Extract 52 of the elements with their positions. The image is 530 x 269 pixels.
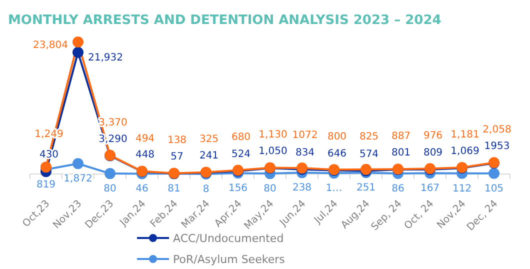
data-label: 8 bbox=[202, 184, 210, 195]
data-label: 680 bbox=[231, 132, 251, 144]
data-label: 251 bbox=[356, 182, 376, 194]
legend-label: PoR/Asylum Seekers bbox=[173, 253, 286, 266]
data-label: 2,058 bbox=[482, 124, 512, 136]
data-label: 1… bbox=[326, 183, 342, 194]
data-label: 1953 bbox=[484, 141, 510, 152]
data-label: 325 bbox=[199, 134, 219, 146]
data-label: 448 bbox=[135, 150, 155, 161]
x-tick-label: Sep, 24 bbox=[370, 198, 404, 233]
data-label: 524 bbox=[231, 149, 251, 160]
data-label: 976 bbox=[423, 130, 443, 142]
x-tick-label: Dec, 24 bbox=[465, 198, 500, 234]
data-label: 1,069 bbox=[450, 146, 480, 158]
data-label: 241 bbox=[199, 150, 219, 162]
data-label: 825 bbox=[359, 131, 379, 142]
point bbox=[72, 46, 84, 58]
data-label: 1,130 bbox=[258, 130, 288, 141]
legend-label: ACC/Undocumented bbox=[173, 232, 284, 245]
point bbox=[72, 36, 84, 48]
data-label: 57 bbox=[170, 152, 184, 163]
data-label: 1072 bbox=[292, 130, 318, 142]
data-label: 1,050 bbox=[258, 146, 288, 158]
data-label: 801 bbox=[391, 148, 411, 159]
data-label: 819 bbox=[36, 179, 56, 190]
data-label: 167 bbox=[420, 183, 440, 194]
data-label: 1,872 bbox=[64, 174, 92, 185]
data-label: 23,804 bbox=[33, 40, 68, 51]
data-label: 80 bbox=[264, 184, 276, 195]
point bbox=[488, 168, 500, 179]
data-label: 238 bbox=[292, 182, 312, 194]
point bbox=[72, 158, 84, 170]
data-label: 105 bbox=[484, 183, 504, 194]
x-tick-label: Oct, 24 bbox=[402, 198, 436, 232]
data-label: 21,932 bbox=[88, 52, 123, 64]
point bbox=[104, 168, 116, 180]
data-label: 138 bbox=[167, 135, 187, 146]
data-label: 81 bbox=[168, 184, 180, 195]
data-label: 574 bbox=[359, 148, 379, 160]
data-label: 156 bbox=[228, 183, 248, 194]
data-label: 646 bbox=[327, 148, 347, 160]
data-label: 809 bbox=[423, 148, 443, 159]
data-label: 1,181 bbox=[450, 129, 480, 140]
data-label: 800 bbox=[327, 132, 347, 143]
data-label: 46 bbox=[136, 184, 148, 195]
data-label: 494 bbox=[135, 133, 155, 144]
chart-title: MONTHLY ARRESTS AND DETENTION ANALYSIS 2023 – 2024 bbox=[8, 13, 442, 28]
data-label: 86 bbox=[392, 184, 404, 195]
data-label: 887 bbox=[391, 131, 411, 142]
data-label: 80 bbox=[104, 184, 116, 195]
data-label: 112 bbox=[452, 183, 472, 194]
data-label: 834 bbox=[295, 147, 315, 158]
